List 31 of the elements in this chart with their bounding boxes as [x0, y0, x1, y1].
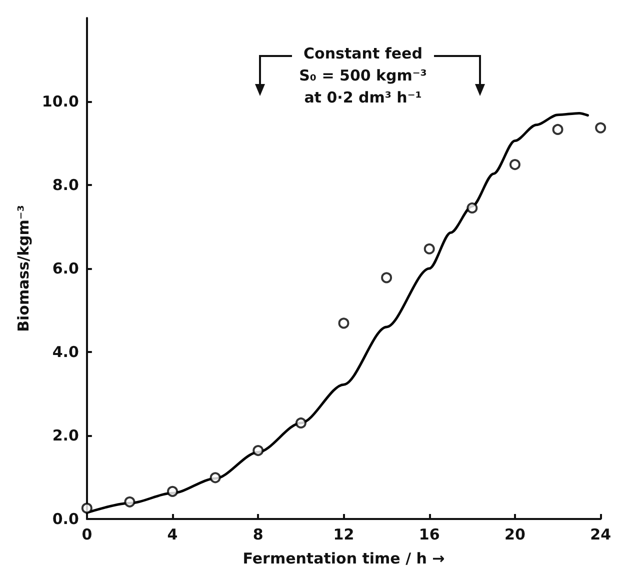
- x-tick-label: 0: [82, 526, 92, 544]
- y-axis-title: Biomass/kgm⁻³: [14, 205, 32, 332]
- y-tick-label: 6.0: [52, 260, 79, 278]
- point: [210, 472, 221, 484]
- y-tick-label: 4.0: [52, 343, 79, 361]
- point: [338, 318, 350, 329]
- x-tick-label: 20: [504, 526, 526, 544]
- point: [295, 417, 306, 428]
- point: [552, 124, 564, 135]
- x-tick-label: 4: [167, 526, 178, 544]
- point: [595, 122, 606, 134]
- point: [124, 496, 136, 508]
- y-tick-label: 10.0: [42, 92, 79, 110]
- y-tick-label: 8.0: [52, 176, 79, 194]
- point: [509, 159, 520, 170]
- x-tick-label: 8: [252, 526, 264, 544]
- point: [81, 502, 92, 514]
- x-tick-label: 12: [333, 526, 354, 544]
- point: [167, 486, 178, 497]
- y-tick-label: 0.0: [52, 510, 79, 528]
- annotation: Constant feed: [304, 44, 422, 62]
- x-tick-label: 24: [590, 526, 611, 544]
- point: [466, 202, 478, 214]
- point: [424, 243, 435, 254]
- annotation: at 0·2 dm³ h⁻¹: [304, 88, 422, 106]
- x-tick-label: 16: [418, 526, 440, 544]
- point: [252, 445, 264, 456]
- point: [381, 272, 392, 284]
- annotation: S₀ = 500 kgm⁻³: [299, 66, 427, 84]
- y-tick-label: 2.0: [52, 426, 79, 444]
- x-axis-title: Fermentation time / h →: [242, 550, 445, 568]
